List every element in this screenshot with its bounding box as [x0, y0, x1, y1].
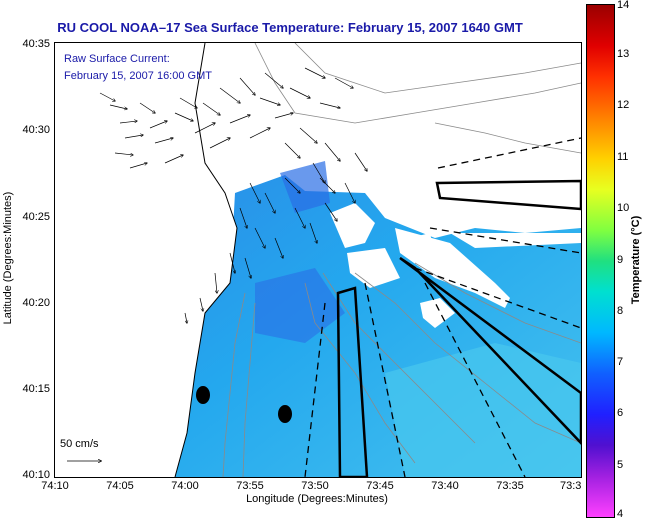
sst-map[interactable] — [54, 42, 582, 478]
cloud-mask — [330, 203, 375, 248]
y-tick: 40:25 — [22, 211, 50, 223]
colorbar-label: Temperature (°C) — [630, 215, 642, 305]
land-mass — [55, 43, 237, 477]
x-tick: 74:05 — [106, 480, 134, 492]
y-tick: 40:35 — [22, 38, 50, 50]
y-tick: 40:15 — [22, 383, 50, 395]
colorbar-tick: 14 — [617, 0, 630, 11]
colorbar-tick: 10 — [617, 202, 630, 214]
colorbar-tick: 5 — [617, 459, 624, 471]
x-tick: 73:3 — [560, 480, 582, 492]
bathymetry-contours — [222, 43, 581, 477]
x-tick: 74:00 — [171, 480, 199, 492]
x-tick: 74:10 — [41, 480, 69, 492]
y-tick: 40:10 — [22, 469, 50, 481]
map-canvas — [55, 43, 581, 477]
coastline — [174, 43, 238, 477]
current-vectors — [99, 67, 367, 323]
y-tick: 40:30 — [22, 124, 50, 136]
x-tick: 73:50 — [301, 480, 329, 492]
overlay-line-2: February 15, 2007 16:00 GMT — [64, 70, 212, 82]
page-title: RU COOL NOAA–17 Sea Surface Temperature:… — [57, 20, 523, 35]
x-tick: 73:45 — [366, 480, 394, 492]
x-tick: 73:40 — [431, 480, 459, 492]
x-tick: 73:35 — [496, 480, 524, 492]
temperature-colorbar — [586, 4, 615, 518]
overlay-line-1: Raw Surface Current: — [64, 53, 170, 65]
colorbar-tick: 4 — [617, 508, 624, 520]
colorbar-tick: 7 — [617, 356, 624, 368]
buoy-marker — [278, 405, 292, 423]
buoy-marker — [196, 386, 210, 404]
colorbar-tick: 6 — [617, 407, 624, 419]
y-axis-label: Latitude (Degrees:Minutes) — [2, 191, 14, 325]
cloud-mask — [395, 228, 510, 308]
colorbar-tick: 11 — [617, 151, 629, 163]
scale-label: 50 cm/s — [60, 438, 99, 450]
transect-lines — [304, 137, 581, 477]
colorbar-tick: 13 — [617, 48, 630, 60]
x-axis-label: Longitude (Degrees:Minutes) — [246, 493, 388, 505]
colorbar-tick: 8 — [617, 305, 624, 317]
sst-field-cool-patch — [280, 161, 330, 213]
x-tick: 73:55 — [236, 480, 264, 492]
y-tick: 40:20 — [22, 297, 50, 309]
colorbar-tick: 9 — [617, 254, 624, 266]
cloud-mask — [347, 248, 400, 288]
colorbar-tick: 12 — [617, 99, 630, 111]
cloud-mask — [420, 298, 455, 328]
sst-field-warm-patch — [385, 343, 581, 477]
sst-field-cool-patch — [255, 268, 345, 343]
